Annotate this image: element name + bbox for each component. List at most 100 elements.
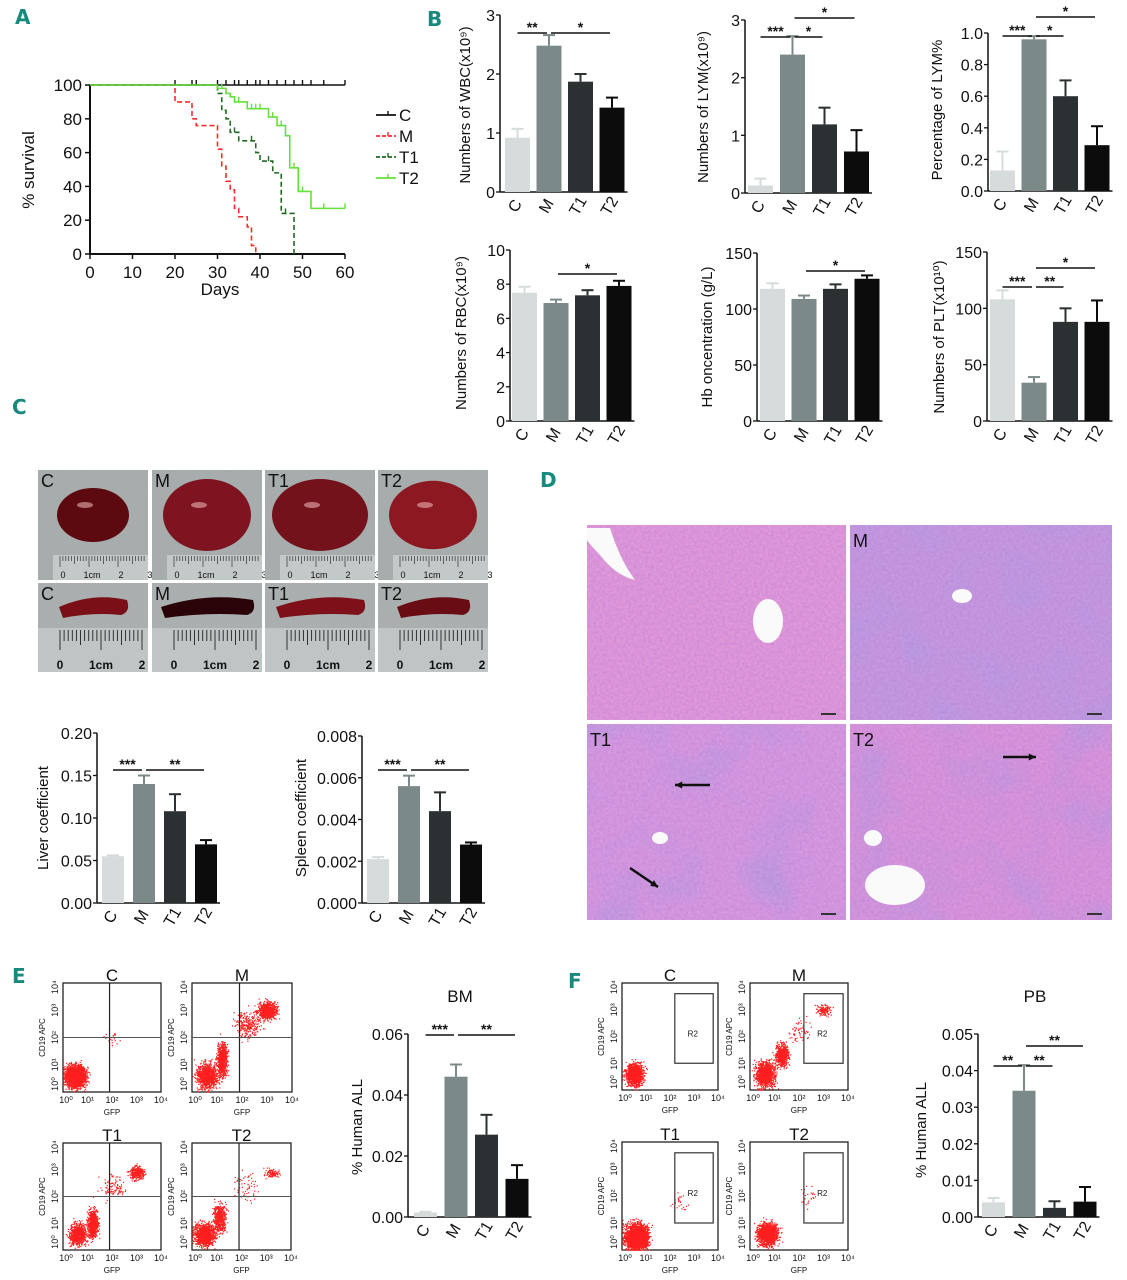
vessel-lumen <box>587 528 635 580</box>
gate-r2 <box>803 1152 844 1224</box>
x-tick-label: 10⁴ <box>711 1253 725 1263</box>
x-axis-label: GFP <box>233 1266 249 1275</box>
significance-label: *** <box>119 756 136 772</box>
category-label: C <box>990 426 1011 445</box>
y-tick-label: 0 <box>743 414 752 431</box>
y-axis-label: % Human ALL <box>913 1082 930 1178</box>
category-label: C <box>748 198 769 217</box>
y-tick-label: 10³ <box>50 1163 60 1176</box>
x-tick-label: 10⁴ <box>154 1095 168 1105</box>
y-tick-label: 1 <box>486 126 495 143</box>
liver-photo-label: C <box>41 471 54 491</box>
vessel-lumen <box>753 599 783 643</box>
y-axis-label: % Human ALL <box>349 1079 366 1175</box>
category-label: M <box>1021 425 1042 445</box>
category-label: T2 <box>503 1219 527 1244</box>
x-tick-label: 10⁴ <box>284 1253 298 1263</box>
y-tick-label: 0 <box>486 185 495 202</box>
category-label: T1 <box>574 423 598 448</box>
x-tick-label: 10⁰ <box>59 1095 73 1105</box>
category-label: M <box>1011 1221 1032 1241</box>
bar-c <box>505 137 530 192</box>
y-tick-label: 10² <box>609 1189 619 1202</box>
x-tick-label: 10⁰ <box>188 1253 202 1263</box>
y-tick-label: 10¹ <box>179 1058 189 1071</box>
histology-label: T2 <box>853 730 874 750</box>
flow-plot-title: C <box>106 966 118 985</box>
x-tick-label: 10¹ <box>210 1253 223 1263</box>
bar-t1 <box>568 81 593 192</box>
significance-label: ** <box>1002 1052 1013 1068</box>
y-tick-label: 8 <box>496 277 505 294</box>
y-tick-label: 10² <box>179 1031 189 1044</box>
y-tick-label: 1.0 <box>961 26 983 43</box>
y-tick-label: 10¹ <box>50 1058 60 1071</box>
y-tick-label: 10 <box>487 243 505 260</box>
bar-c <box>990 299 1015 421</box>
y-axis-label: Numbers of RBC(x10⁹) <box>453 256 470 410</box>
ruler-label: 0 <box>284 658 291 672</box>
significance-label: *** <box>384 756 401 772</box>
bar-c <box>982 1202 1005 1217</box>
category-label: T2 <box>457 905 481 930</box>
y-tick-label: 100 <box>54 76 82 95</box>
significance-label: * <box>822 4 828 20</box>
category-label: M <box>791 425 812 445</box>
y-tick-label: 10¹ <box>609 1057 619 1070</box>
y-axis-label: CD19 APC <box>597 1176 606 1215</box>
y-tick-label: 0.006 <box>317 771 357 788</box>
gate-label: R2 <box>688 1189 699 1198</box>
bar-chart-3: 0.0 0.2 0.4 0.6 0.8 1.0 Percentage of LYM% C M T1… <box>929 3 1113 218</box>
y-tick-label: 10³ <box>737 1162 747 1175</box>
y-tick-label: 10¹ <box>50 1217 60 1230</box>
significance-label: ** <box>527 19 538 35</box>
significance-label: ** <box>1034 1052 1045 1068</box>
category-label: T1 <box>473 1219 497 1244</box>
flow-plot-bm-c: 10⁰ 10⁰ 10¹ 10¹ 10² 10² 10³ 10³ 10⁴ 10⁴ GFP CD19 AP… <box>38 966 168 1117</box>
x-tick-label: 10³ <box>817 1253 830 1263</box>
y-tick-label: 0.02 <box>942 1137 973 1154</box>
y-tick-label: 0.15 <box>61 769 92 786</box>
flow-plot-pb-m: R2 10⁰ 10⁰ 10¹ 10¹ 10² 10² 10³ 10³ 10⁴ 10⁴ GFP CD19 … <box>725 966 855 1115</box>
liver-photo: 0 1cm 2 3 M <box>152 470 267 580</box>
category-label: T1 <box>1052 423 1076 448</box>
liver-photo-label: T2 <box>381 471 402 491</box>
liver-specimen <box>57 488 129 542</box>
bar-c <box>748 185 773 193</box>
category-label: T1 <box>426 905 450 930</box>
category-label: M <box>396 907 417 927</box>
y-tick-label: 0.002 <box>317 854 357 871</box>
y-tick-label: 0.10 <box>61 811 92 828</box>
ruler-label: 1cm <box>197 570 214 580</box>
bar-m <box>791 298 817 421</box>
ruler-label: 3 <box>147 570 152 580</box>
x-tick-label: 10¹ <box>768 1093 781 1103</box>
y-axis-label: Numbers of WBC(x10⁹) <box>457 26 474 183</box>
flow-plot-bm-m: 10⁰ 10⁰ 10¹ 10¹ 10² 10² 10³ 10³ 10⁴ 10⁴ GFP CD19 AP… <box>167 966 299 1117</box>
panel-label-b: B <box>427 7 442 31</box>
y-tick-label: 10⁴ <box>737 1139 747 1153</box>
y-tick-label: 10¹ <box>737 1216 747 1229</box>
survival-chart: 0 10 20 30 40 50 60 0 20 40 60 80 100 Days % survival C… <box>19 76 419 299</box>
significance-label: * <box>833 257 839 273</box>
vessel-lumen <box>652 832 668 844</box>
category-label: M <box>443 1221 464 1241</box>
histology-image-t1: T1 <box>587 724 846 920</box>
spleen-specimen <box>59 597 129 618</box>
significance-label: ** <box>170 756 181 772</box>
bar-chart-4: 0 2 4 6 8 10 Numbers of RBC(x10⁹) C M T1 T2 * <box>453 243 635 448</box>
y-tick-label: 0.0 <box>961 184 983 201</box>
gate-label: R2 <box>688 1030 699 1039</box>
category-label: T2 <box>853 423 877 448</box>
flow-plot-bm-t2: 10⁰ 10⁰ 10¹ 10¹ 10² 10² 10³ 10³ 10⁴ 10⁴ GFP CD19 AP… <box>167 1126 298 1275</box>
panel-label-e: E <box>12 964 26 988</box>
significance-label: * <box>585 260 591 276</box>
flow-plot-title: T2 <box>232 1126 252 1145</box>
flow-plot-pb-t1: R2 10⁰ 10⁰ 10¹ 10¹ 10² 10² 10³ 10³ 10⁴ 10⁴ GFP CD19 … <box>597 1125 725 1275</box>
bar-m <box>536 45 562 193</box>
y-tick-label: 10⁰ <box>609 1235 619 1249</box>
y-tick-label: 10² <box>737 1189 747 1202</box>
spleen-photo: 0 1cm 2 M <box>152 583 262 672</box>
